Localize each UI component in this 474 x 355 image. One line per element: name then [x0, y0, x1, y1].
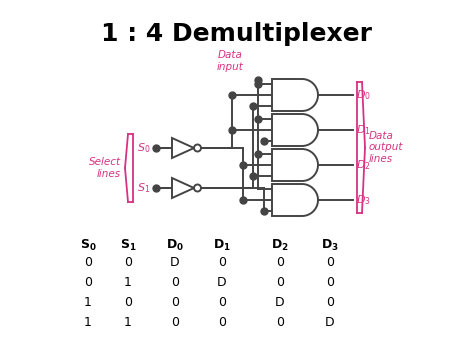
- Text: 0: 0: [276, 276, 284, 289]
- Text: 0: 0: [84, 256, 92, 269]
- PathPatch shape: [272, 114, 318, 146]
- Text: Data
output
lines: Data output lines: [369, 131, 403, 164]
- Text: 0: 0: [326, 256, 334, 269]
- Text: $D_1$: $D_1$: [356, 123, 371, 137]
- Text: $\mathbf{D_2}$: $\mathbf{D_2}$: [271, 238, 289, 253]
- Text: 0: 0: [326, 296, 334, 309]
- PathPatch shape: [272, 149, 318, 181]
- Text: 0: 0: [218, 296, 226, 309]
- Text: 1: 1: [124, 276, 132, 289]
- Text: $\mathbf{S_0}$: $\mathbf{S_0}$: [80, 238, 96, 253]
- Text: 1: 1: [84, 296, 92, 309]
- Text: $\mathbf{D_0}$: $\mathbf{D_0}$: [166, 238, 184, 253]
- Text: 1 : 4 Demultiplexer: 1 : 4 Demultiplexer: [101, 22, 373, 46]
- Circle shape: [194, 144, 201, 152]
- Text: 0: 0: [124, 256, 132, 269]
- PathPatch shape: [272, 79, 318, 111]
- Text: D: D: [325, 316, 335, 329]
- Text: $D_0$: $D_0$: [356, 88, 371, 102]
- Text: $S_0$: $S_0$: [137, 141, 150, 155]
- Text: $\mathbf{D_3}$: $\mathbf{D_3}$: [321, 238, 339, 253]
- Text: 0: 0: [326, 276, 334, 289]
- PathPatch shape: [272, 184, 318, 216]
- Text: D: D: [275, 296, 285, 309]
- Text: $D_2$: $D_2$: [356, 158, 371, 172]
- Text: 0: 0: [84, 276, 92, 289]
- Text: D: D: [217, 276, 227, 289]
- Text: D: D: [170, 256, 180, 269]
- Text: 0: 0: [171, 316, 179, 329]
- Text: $D_3$: $D_3$: [356, 193, 371, 207]
- Text: 0: 0: [171, 276, 179, 289]
- Text: $S_1$: $S_1$: [137, 181, 150, 195]
- Text: $\mathbf{D_1}$: $\mathbf{D_1}$: [213, 238, 231, 253]
- Text: 0: 0: [276, 316, 284, 329]
- Polygon shape: [172, 138, 194, 158]
- Text: $\mathbf{S_1}$: $\mathbf{S_1}$: [120, 238, 137, 253]
- Polygon shape: [172, 178, 194, 198]
- Text: 1: 1: [84, 316, 92, 329]
- Text: 0: 0: [276, 256, 284, 269]
- Circle shape: [194, 185, 201, 191]
- Text: 0: 0: [171, 296, 179, 309]
- Text: Select
lines: Select lines: [89, 157, 121, 179]
- Text: 0: 0: [218, 316, 226, 329]
- Text: Data
input: Data input: [217, 50, 244, 72]
- Text: 1: 1: [124, 316, 132, 329]
- Text: 0: 0: [218, 256, 226, 269]
- Text: 0: 0: [124, 296, 132, 309]
